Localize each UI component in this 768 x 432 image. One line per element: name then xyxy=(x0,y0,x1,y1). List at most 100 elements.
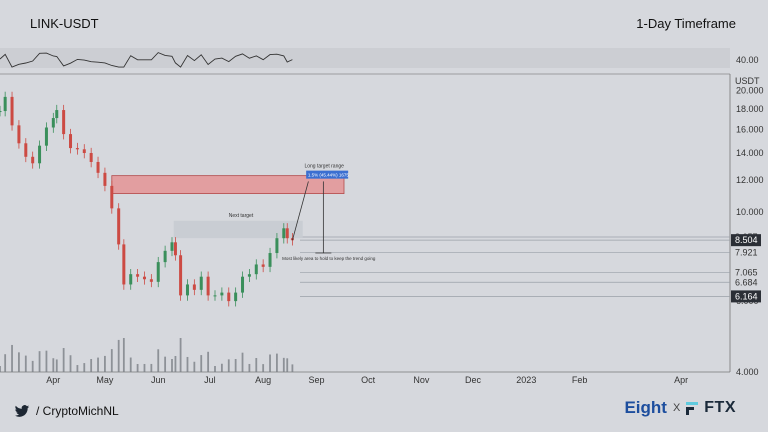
candle-body xyxy=(185,284,189,296)
price-level-label: 6.684 xyxy=(735,277,758,287)
rsi-line xyxy=(0,52,293,68)
rsi-panel: 40.00 xyxy=(0,48,759,75)
zones xyxy=(111,175,345,239)
x-tick-label: Nov xyxy=(413,375,430,385)
volume-bar xyxy=(83,363,86,372)
y-axis-unit: USDT xyxy=(735,76,760,86)
volume-bar xyxy=(276,353,278,372)
volume-bar xyxy=(117,339,120,372)
candle-body xyxy=(285,228,289,239)
volume-bar xyxy=(104,355,106,372)
price-chart[interactable]: 40.00 USDT 20.000 18.000 16.000 14.000 12.00… xyxy=(0,40,768,386)
volume-bar xyxy=(186,356,189,372)
volume-bar xyxy=(164,356,167,372)
candle-body xyxy=(75,148,79,150)
rsi-level-label: 40.00 xyxy=(736,55,759,65)
x-tick-label: May xyxy=(96,375,114,385)
volume-bar xyxy=(90,359,93,372)
volume-bar xyxy=(207,351,210,372)
candle-body xyxy=(110,185,114,209)
price-level-label: 7.065 xyxy=(735,268,758,278)
candle-body xyxy=(220,292,224,296)
y-tick-label: 18.000 xyxy=(736,104,764,114)
candle-body xyxy=(51,118,55,128)
volume-bar xyxy=(171,359,173,372)
pair-title: LINK-USDT xyxy=(30,16,99,31)
candle-body xyxy=(122,244,126,285)
volume-bar xyxy=(200,355,203,372)
volume-bar xyxy=(262,364,265,372)
volume-bar xyxy=(150,363,153,372)
projection-arrow xyxy=(292,181,309,241)
candle-body xyxy=(136,274,140,277)
volume-bar xyxy=(234,359,237,372)
volume-bar xyxy=(248,363,251,372)
volume-bar xyxy=(143,363,146,372)
y-tick-label: 14.000 xyxy=(736,148,764,158)
x-tick-label: Aug xyxy=(255,375,271,385)
candle-body xyxy=(179,255,183,296)
volume-bar xyxy=(76,365,79,372)
x-tick-label: Apr xyxy=(46,375,60,385)
volume-bar xyxy=(110,349,113,372)
candle-body xyxy=(69,134,73,149)
author-handle[interactable]: / CryptoMichNL xyxy=(14,404,119,418)
resistance-box xyxy=(173,220,303,239)
candle-body xyxy=(213,295,217,297)
volume-bar xyxy=(282,357,285,372)
volume-bar xyxy=(129,357,132,372)
volume-bar xyxy=(62,348,65,372)
sponsor-logos: Eight X FTX xyxy=(624,398,736,418)
candle-body xyxy=(89,153,93,162)
candle-body xyxy=(0,111,2,113)
candle-body xyxy=(254,264,258,275)
candle-body xyxy=(261,264,265,267)
volume-bar xyxy=(0,366,1,372)
price-level-label: 8.504 xyxy=(735,235,758,245)
price-level-label: 7.921 xyxy=(735,248,758,258)
x-tick-label: Sep xyxy=(308,375,324,385)
ftx-logo: FTX xyxy=(704,399,736,416)
volume-bar xyxy=(122,338,125,372)
timeframe-label: 1-Day Timeframe xyxy=(636,16,736,31)
candle-body xyxy=(17,125,21,144)
candle-body xyxy=(173,242,177,256)
y-tick-label: 12.000 xyxy=(736,175,764,185)
candle-body xyxy=(82,149,86,154)
x-tick-label: Jul xyxy=(204,375,216,385)
eight-logo: Eight xyxy=(624,398,667,417)
annotation-label: Most likely area to hold to keep the tre… xyxy=(282,256,376,261)
candle-body xyxy=(31,156,35,164)
volume-bar xyxy=(69,355,72,372)
volume-bar xyxy=(157,349,160,372)
volume-bar xyxy=(31,360,34,372)
volume-bars xyxy=(0,338,294,372)
price-label-bg xyxy=(731,290,761,303)
x-axis-ticks: Apr May Jun Jul Aug Sep Oct Nov Dec 2023 Feb Apr xyxy=(46,375,688,385)
volume-bar xyxy=(4,354,7,372)
volume-bar xyxy=(136,364,139,372)
volume-bar xyxy=(11,344,13,372)
y-tick-label: 10.000 xyxy=(736,207,764,217)
candle-body xyxy=(44,127,48,146)
volume-bar xyxy=(269,354,271,372)
candle-body xyxy=(227,292,231,302)
volume-bar xyxy=(220,363,223,372)
x-tick-label: Dec xyxy=(465,375,482,385)
y-tick-label: 16.000 xyxy=(736,125,764,135)
candle-body xyxy=(268,253,272,267)
x-tick-label: Feb xyxy=(572,375,588,385)
candle-body xyxy=(117,208,121,245)
volume-bar xyxy=(18,352,20,372)
candle-body xyxy=(55,110,59,119)
candle-body xyxy=(129,274,133,285)
volume-bar xyxy=(97,357,99,372)
candle-body xyxy=(234,292,238,302)
candle-body xyxy=(142,276,146,280)
annotations: Long target range 1.5% (45.44%) 1675 Next … xyxy=(229,163,376,260)
candles xyxy=(0,91,294,307)
candle-body xyxy=(247,274,251,277)
volume-bar xyxy=(174,356,177,372)
